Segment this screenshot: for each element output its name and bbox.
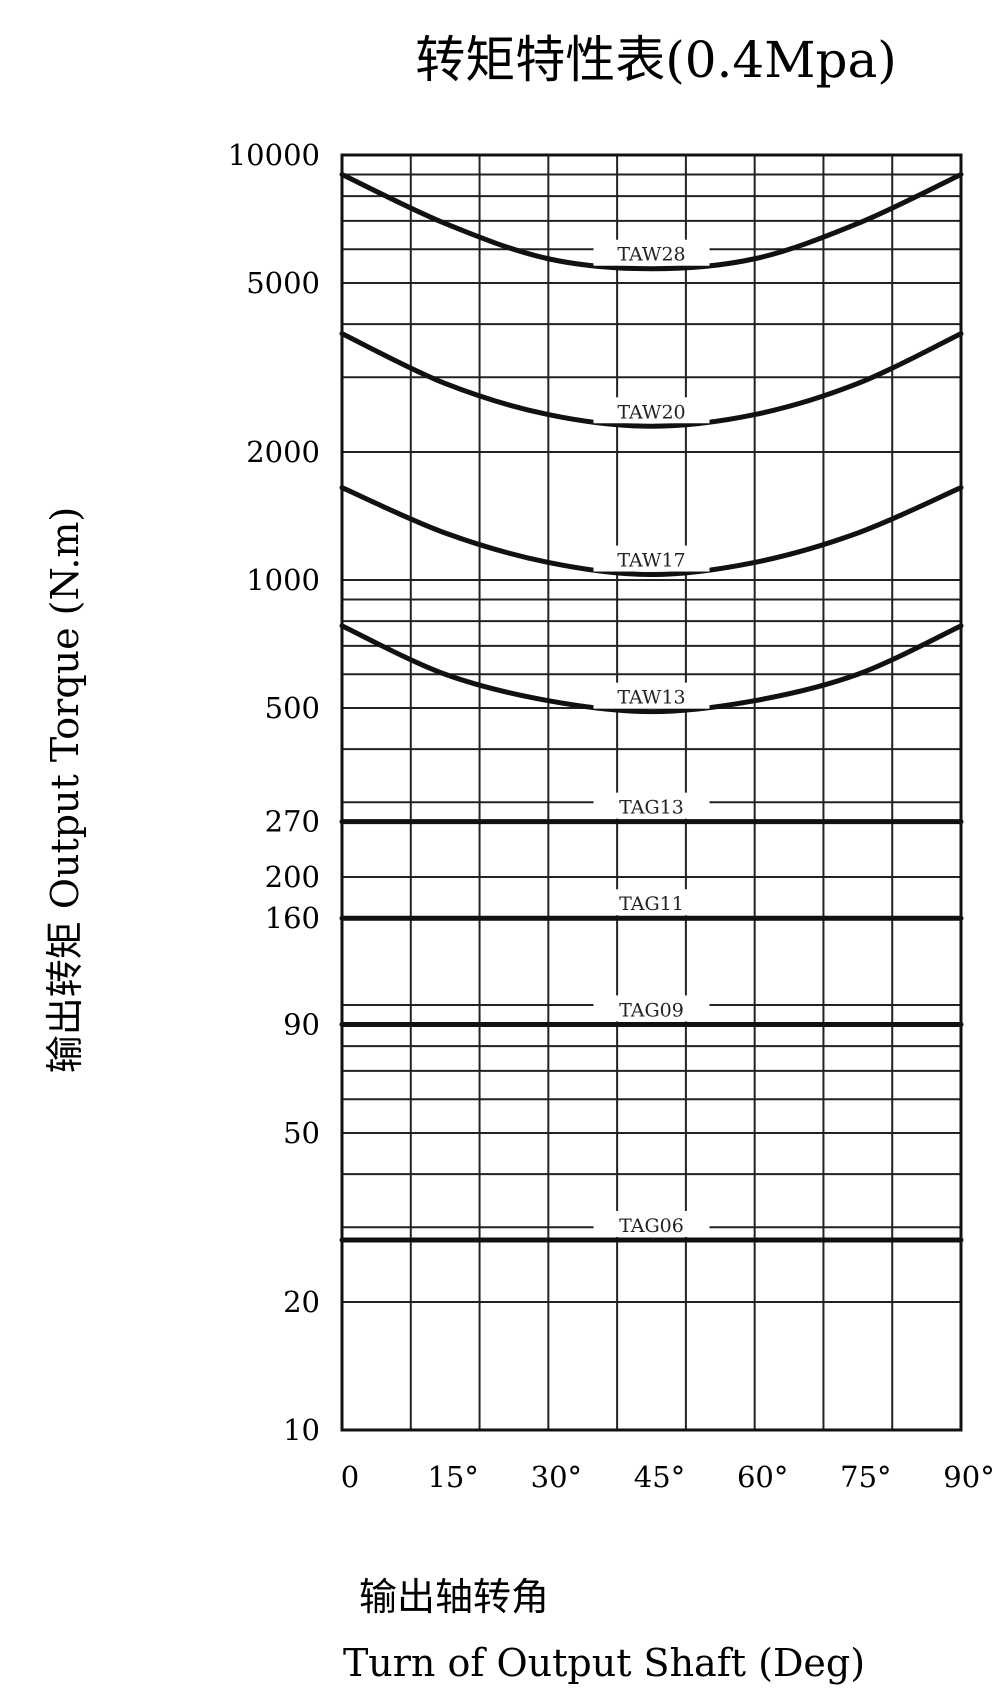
- series-label-tag11: TAG11: [619, 893, 684, 915]
- y-tick-labels: 10000 5000 2000 1000 500 270 200 160 90 50 20 10: [228, 138, 320, 1447]
- y-tick-label: 500: [265, 691, 320, 725]
- y-tick-label: 20: [283, 1285, 320, 1319]
- series-label-taw20: TAW20: [617, 401, 685, 423]
- series-label-taw13: TAW13: [617, 687, 685, 709]
- y-tick-label: 50: [283, 1116, 320, 1150]
- series-label-bg-taw28: [593, 239, 710, 266]
- y-tick-label: 10: [283, 1413, 320, 1447]
- series-line-taw13: [339, 623, 964, 715]
- series-label-bg-taw17: [593, 545, 710, 572]
- y-tick-label: 90: [283, 1007, 320, 1041]
- series-label-tag13: TAG13: [619, 797, 684, 819]
- series-label-taw28: TAW28: [617, 244, 685, 266]
- x-tick-label: 0: [341, 1460, 359, 1494]
- y-tick-label: 5000: [246, 266, 320, 300]
- x-tick-label: 45°: [634, 1460, 685, 1494]
- series-label-bg-taw20: [593, 397, 710, 424]
- x-tick-label: 30°: [531, 1460, 582, 1494]
- x-tick-label: 90°: [943, 1460, 994, 1494]
- y-tick-label: 200: [265, 860, 320, 894]
- series-line-taw28: [339, 171, 964, 272]
- series-line-taw20: [339, 331, 964, 429]
- y-tick-label: 270: [265, 805, 320, 839]
- series-label-bg-tag06: [593, 1210, 710, 1237]
- x-tick-label: 60°: [737, 1460, 788, 1494]
- series-label-bg-taw13: [593, 682, 710, 709]
- y-axis-label: 输出转矩 Output Torque (N.m): [43, 507, 87, 1074]
- plot-frame: [340, 153, 963, 1432]
- chart-title: 转矩特性表(0.4Mpa): [415, 31, 897, 89]
- series-label-tag09: TAG09: [619, 999, 684, 1021]
- y-tick-label: 160: [265, 901, 320, 935]
- series-label-taw17: TAW17: [617, 550, 685, 572]
- y-tick-label: 2000: [246, 435, 320, 469]
- series-line-taw17: [339, 485, 964, 578]
- x-axis-label-cn: 输出轴转角: [359, 1575, 549, 1619]
- series-label-bg-tag09: [593, 995, 710, 1022]
- x-tick-label: 75°: [840, 1460, 891, 1494]
- series-group: TAW28 TAW20 TAW17 TAW13 TAG13 TAG11 TAG09 TAG06: [339, 171, 964, 1243]
- series-label-tag06: TAG06: [619, 1215, 684, 1237]
- y-tick-label: 1000: [246, 563, 320, 597]
- series-label-bg-tag11: [593, 889, 710, 916]
- x-tick-labels: 0 15° 30° 45° 60° 75° 90°: [341, 1460, 995, 1494]
- x-axis-label-en: Turn of Output Shaft (Deg): [343, 1641, 865, 1685]
- series-label-bg-tag13: [593, 792, 710, 819]
- x-tick-label: 15°: [427, 1460, 478, 1494]
- y-tick-label: 10000: [228, 138, 320, 172]
